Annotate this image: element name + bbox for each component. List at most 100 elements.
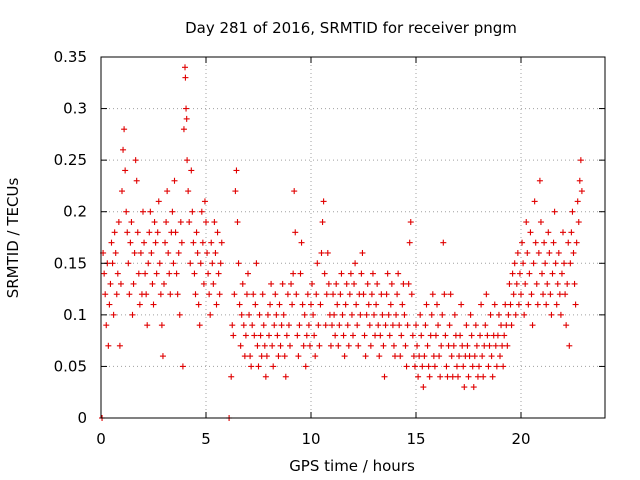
data-point xyxy=(552,260,559,267)
data-point xyxy=(248,363,255,370)
data-point xyxy=(278,322,285,329)
data-point xyxy=(477,332,484,339)
data-point xyxy=(290,270,297,277)
data-point xyxy=(309,280,316,287)
data-point xyxy=(213,301,220,308)
x-axis-label: GPS time / hours xyxy=(289,457,415,475)
data-point xyxy=(171,177,178,184)
data-point xyxy=(407,219,414,226)
data-point xyxy=(215,270,222,277)
data-point xyxy=(466,353,473,360)
data-point xyxy=(492,342,499,349)
data-point xyxy=(336,322,343,329)
data-point xyxy=(535,249,542,256)
data-point xyxy=(249,322,256,329)
data-point xyxy=(316,342,323,349)
data-point xyxy=(109,260,116,267)
data-point xyxy=(137,249,144,256)
data-point xyxy=(473,342,480,349)
data-point xyxy=(472,322,479,329)
data-point xyxy=(556,291,563,298)
data-point xyxy=(352,260,359,267)
data-point xyxy=(260,322,267,329)
data-point xyxy=(389,322,396,329)
data-point xyxy=(305,322,312,329)
data-point xyxy=(572,301,579,308)
data-point xyxy=(561,260,568,267)
data-point xyxy=(128,219,135,226)
data-point xyxy=(449,373,456,380)
data-point xyxy=(416,353,423,360)
data-point xyxy=(501,332,508,339)
data-point xyxy=(183,105,190,112)
data-point xyxy=(534,301,541,308)
data-point xyxy=(546,249,553,256)
data-point xyxy=(301,311,308,318)
data-point xyxy=(540,291,547,298)
data-point xyxy=(450,342,457,349)
data-point xyxy=(299,301,306,308)
data-point xyxy=(272,291,279,298)
data-point xyxy=(415,373,422,380)
data-point xyxy=(228,373,235,380)
data-point xyxy=(516,270,523,277)
data-point xyxy=(155,198,162,205)
data-point xyxy=(419,363,426,370)
data-point xyxy=(510,291,517,298)
data-point xyxy=(486,342,493,349)
data-point xyxy=(292,229,299,236)
data-point xyxy=(497,353,503,360)
data-point xyxy=(489,373,496,380)
data-point xyxy=(146,229,153,236)
data-point xyxy=(310,311,317,318)
data-point xyxy=(179,363,186,370)
data-point xyxy=(360,291,367,298)
data-point xyxy=(203,219,209,226)
data-point xyxy=(422,322,429,329)
data-point xyxy=(455,373,461,380)
data-point xyxy=(174,291,181,298)
data-point xyxy=(469,363,476,370)
data-point xyxy=(430,353,437,360)
data-point xyxy=(408,291,415,298)
data-point xyxy=(434,301,440,308)
data-point xyxy=(409,332,416,339)
data-point xyxy=(438,342,445,349)
data-point xyxy=(152,239,159,246)
data-point xyxy=(529,322,536,329)
data-point xyxy=(463,322,470,329)
data-point xyxy=(377,332,384,339)
data-point xyxy=(436,353,443,360)
data-point xyxy=(295,353,302,360)
data-point xyxy=(258,353,265,360)
data-point xyxy=(520,260,527,267)
data-point xyxy=(554,280,561,287)
data-point xyxy=(527,229,534,236)
data-point xyxy=(340,332,347,339)
data-point xyxy=(460,363,467,370)
data-point xyxy=(387,301,394,308)
data-point xyxy=(491,301,498,308)
data-point xyxy=(234,219,241,226)
data-point xyxy=(212,249,219,256)
data-point xyxy=(484,332,491,339)
data-point xyxy=(253,260,260,267)
data-point xyxy=(337,291,344,298)
data-point xyxy=(381,373,388,380)
data-point xyxy=(201,198,208,205)
points-layer xyxy=(99,64,585,421)
x-tick-label: 20 xyxy=(511,430,530,448)
data-point xyxy=(178,239,185,246)
data-point xyxy=(324,249,331,256)
data-point xyxy=(320,198,327,205)
data-point xyxy=(361,332,368,339)
y-tick-label: 0.3 xyxy=(63,100,87,118)
data-point xyxy=(413,322,419,329)
data-point xyxy=(426,373,433,380)
data-point xyxy=(353,301,360,308)
y-axis-label: SRMTID / TECUs xyxy=(4,178,22,299)
data-point xyxy=(140,208,146,215)
data-point xyxy=(429,291,436,298)
data-point xyxy=(363,311,370,318)
